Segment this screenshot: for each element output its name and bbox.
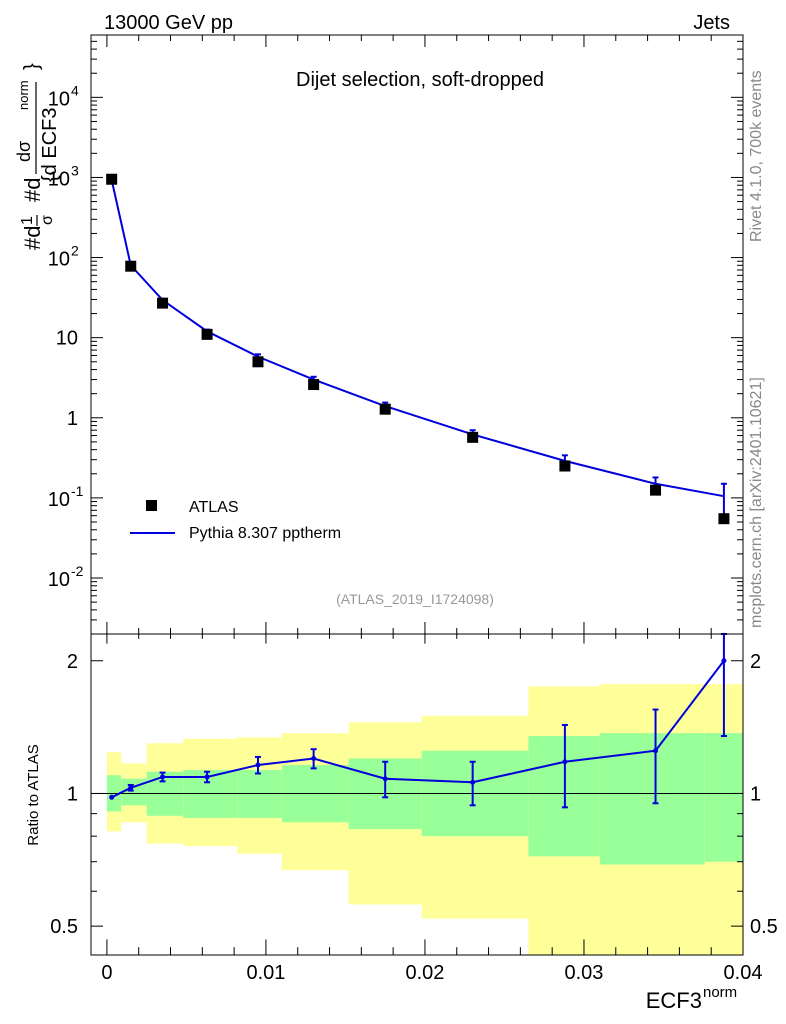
band-inner-3 [183,770,238,818]
x-tick-label-4: 0.04 [724,962,763,984]
bottom-frame [90,633,744,956]
x-axis-label-sup: norm [703,984,737,1001]
bottom-axis-ticks: 0 0.01 0.02 0.03 0.04 0.5 0.5 1 1 2 2 [50,634,778,984]
data-point-1 [125,260,137,272]
svg-text:1: 1 [19,216,36,225]
ratio-point-10 [721,658,727,664]
ratio-point-2 [160,774,166,780]
svg-text:}: } [21,63,43,70]
ratio-point-6 [382,776,388,782]
y-tick-label-top-4: 10 2 [48,243,79,271]
data-point-6 [379,403,391,415]
data-point-0 [106,173,118,185]
y-tick-base: 10 [48,249,70,271]
rivet-info: Rivet 4.1.0, 700k events [748,70,765,242]
y-tick-exp: 2 [71,243,79,259]
top-plot-area [106,173,730,525]
y-tick-exp: 3 [71,162,79,178]
data-point-2 [157,297,169,309]
x-tick-label-3: 0.03 [565,962,604,984]
legend-data-label: ATLAS [189,499,239,516]
y-tick-exp: -1 [71,483,84,499]
svg-text:σ: σ [39,215,56,225]
svg-text:dσ: dσ [14,141,34,162]
top-frame [90,34,744,635]
header-category: Jets [693,12,730,34]
y-tick-base: 10 [56,328,78,350]
band-inner-4 [237,770,282,818]
y-tick-label-bottom-left-1: 1 [67,783,78,805]
y-tick-label-top-5: 10 3 [48,162,79,190]
ratio-point-5 [311,756,317,762]
data-point-9 [650,484,662,496]
y-tick-base: 1 [67,408,78,430]
y-tick-exp: -2 [71,563,84,579]
svg-text:norm: norm [16,80,31,110]
y-tick-base: 10 [48,569,70,591]
y-tick-label-bottom-left-0: 0.5 [50,916,78,938]
legend-data-marker [146,500,157,511]
data-point-3 [201,328,213,340]
x-axis-label: ECF3 [646,988,702,1013]
ratio-point-7 [470,779,476,785]
x-tick-label-0: 0 [101,962,112,984]
y-tick-label-top-0: 10 -2 [48,563,84,591]
y-tick-label-top-1: 10 -1 [48,483,84,511]
y-tick-label-top-6: 10 4 [48,82,79,110]
legend-mc-label: Pythia 8.307 pptherm [189,525,341,542]
ratio-point-9 [653,748,659,754]
ratio-point-3 [204,774,210,780]
bottom-plot-area [91,633,743,955]
site-info: mcplots.cern.ch [arXiv:2401.10621] [748,377,765,628]
y-tick-label-bottom-left-2: 2 [67,651,78,673]
data-point-10 [718,513,730,525]
data-point-8 [559,460,571,472]
data-point-7 [467,431,479,443]
y-tick-base: 10 [48,88,70,110]
x-tick-label-1: 0.01 [246,962,285,984]
top-y-axis-label: #d 1 σ #d dσ {d ECF3 norm } [14,63,61,250]
svg-text:#d: #d [20,178,45,202]
band-inner-10 [704,733,743,862]
y-tick-label-bottom-right-2: 2 [750,651,761,673]
ratio-point-4 [255,762,261,768]
ratio-point-0 [109,794,115,800]
data-point-4 [252,356,264,368]
y-tick-base: 10 [48,168,70,190]
y-tick-label-bottom-right-0: 0.5 [750,916,778,938]
svg-text:#d: #d [20,226,45,250]
x-axis-title: ECF3 norm [646,984,737,1013]
svg-text:{d ECF3: {d ECF3 [39,108,61,182]
y-tick-exp: 4 [71,82,79,98]
band-inner-9 [599,733,705,865]
analysis-label: (ATLAS_2019_I1724098) [336,591,494,607]
ratio-point-8 [562,759,568,765]
chart-title: Dijet selection, soft-dropped [296,69,544,91]
data-point-5 [308,379,320,391]
header-energy: 13000 GeV pp [104,12,233,34]
bottom-y-axis-label: Ratio to ATLAS [25,744,42,845]
ratio-point-1 [128,785,134,791]
legend: ATLAS Pythia 8.307 pptherm [130,499,341,542]
y-tick-base: 10 [48,489,70,511]
x-tick-label-2: 0.02 [405,962,444,984]
y-tick-label-bottom-right-1: 1 [750,783,761,805]
bottom-panel: 0 0.01 0.02 0.03 0.04 0.5 0.5 1 1 2 2 Ratio to ATL… [25,633,778,984]
y-tick-label-top-3: 10 [56,328,78,350]
y-tick-label-top-2: 1 [67,408,78,430]
